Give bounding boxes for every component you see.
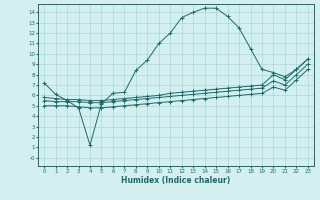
X-axis label: Humidex (Indice chaleur): Humidex (Indice chaleur) xyxy=(121,176,231,185)
